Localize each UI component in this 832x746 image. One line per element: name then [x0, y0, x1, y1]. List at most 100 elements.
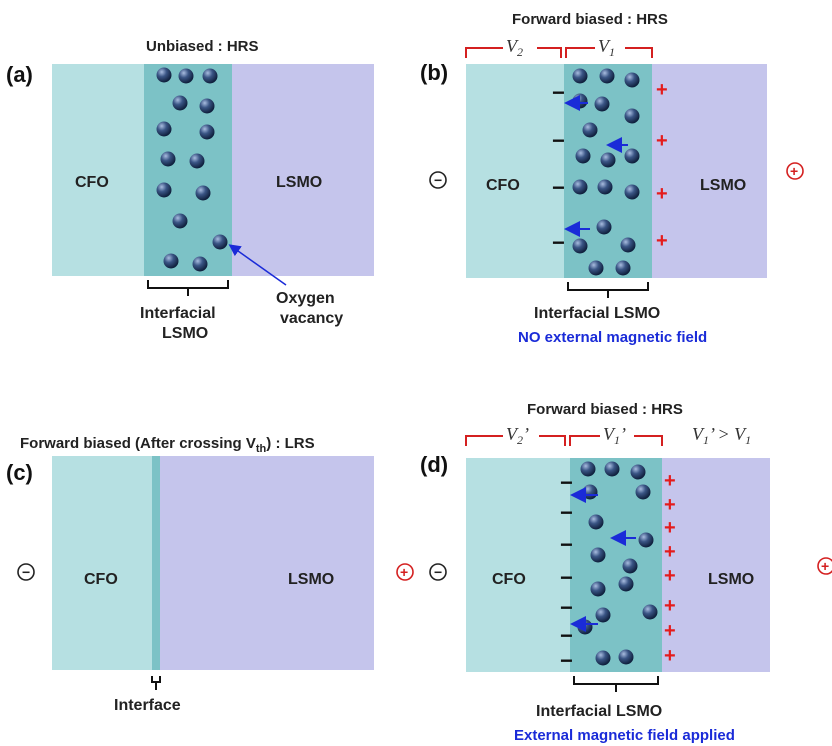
panel-b-bracket: [567, 282, 649, 298]
oxygen-vacancy: [189, 153, 205, 169]
panel-c-title: Forward biased (After crossing Vth) : LR…: [20, 435, 315, 455]
panel-c: Forward biased (After crossing Vth) : LR…: [6, 435, 414, 714]
panel-b-v1-label: V1: [598, 36, 615, 59]
positive-charge: +: [664, 595, 676, 617]
svg-text:−: −: [434, 564, 442, 580]
panel-b-lsmo-layer: [652, 64, 767, 278]
panel-b: (b) Forward biased : HRS V2 V1 CFO LSMO …: [420, 11, 804, 346]
panel-a-cfo-label: CFO: [75, 174, 109, 191]
panel-d-cfo-label: CFO: [492, 571, 526, 588]
panel-a-interfacial-line1: Interfacial: [140, 305, 216, 322]
oxygen-vacancy: [572, 93, 588, 109]
oxygen-vacancy: [594, 96, 610, 112]
positive-charge: +: [656, 130, 668, 152]
oxygen-vacancy: [178, 68, 194, 84]
panel-b-cfo-layer: [466, 64, 564, 278]
panel-b-negative-charges: − − − −: [552, 80, 565, 255]
panel-d-bracket: [573, 676, 659, 692]
panel-d-field-note: External magnetic field applied: [514, 727, 735, 744]
oxygen-vacancy: [212, 234, 228, 250]
panel-d-interfacial-label: Interfacial LSMO: [536, 703, 662, 720]
panel-d-positive-terminal: [817, 557, 832, 575]
oxygen-vacancy: [199, 98, 215, 114]
negative-charge: −: [560, 470, 573, 495]
panel-d-vacancies: [577, 461, 658, 666]
panel-d-title: Forward biased : HRS: [527, 401, 683, 418]
panel-d-v1-label: V1’: [603, 424, 626, 447]
panel-b-negative-terminal: [429, 171, 447, 189]
oxygen-vacancy: [624, 184, 640, 200]
oxygen-vacancy: [163, 253, 179, 269]
oxygen-vacancy: [590, 547, 606, 563]
panel-b-positive-terminal: [786, 162, 804, 180]
panel-d-negative-charges: −−−−−−−: [560, 470, 573, 673]
panel-c-negative-terminal: [17, 563, 35, 581]
oxygen-vacancy: [624, 108, 640, 124]
oxygen-vacancy: [615, 260, 631, 276]
oxygen-vacancy: [624, 148, 640, 164]
negative-charge: −: [552, 80, 565, 105]
oxygen-vacancy: [595, 650, 611, 666]
panel-b-field-note: NO external magnetic field: [518, 329, 707, 346]
panel-b-positive-charges: + + + +: [656, 79, 668, 252]
negative-charge: −: [560, 565, 573, 590]
oxygen-vacancy: [577, 619, 593, 635]
positive-charge: +: [664, 620, 676, 642]
panel-b-interfacial-label: Interfacial LSMO: [534, 305, 660, 322]
positive-charge: +: [664, 541, 676, 563]
panel-c-cfo-label: CFO: [84, 571, 118, 588]
oxygen-vacancy: [580, 461, 596, 477]
oxygen-vacancy: [595, 607, 611, 623]
negative-charge: −: [560, 532, 573, 557]
panel-b-v2-label: V2: [506, 36, 523, 59]
oxygen-vacancy: [599, 68, 615, 84]
oxygen-vacancy: [642, 604, 658, 620]
positive-charge: +: [664, 645, 676, 667]
panel-d-v2-label: V2’: [506, 424, 529, 447]
oxygen-vacancy: [635, 484, 651, 500]
negative-charge: −: [552, 128, 565, 153]
oxygen-vacancy: [572, 68, 588, 84]
panel-a-lsmo-layer: [232, 64, 374, 276]
negative-charge: −: [560, 623, 573, 648]
oxygen-vacancy: [620, 237, 636, 253]
oxygen-vacancy: [192, 256, 208, 272]
oxygen-vacancy: [199, 124, 215, 140]
positive-charge: +: [656, 79, 668, 101]
positive-charge: +: [656, 183, 668, 205]
oxygen-vacancy: [638, 532, 654, 548]
oxygen-vacancy: [172, 213, 188, 229]
negative-charge: −: [552, 230, 565, 255]
oxygen-vacancy: [582, 484, 598, 500]
panel-d-drift-arrows: [570, 487, 636, 632]
panel-a-vacancies: [156, 67, 228, 272]
oxygen-vacancy: [618, 576, 634, 592]
positive-charge: +: [664, 470, 676, 492]
panel-d-positive-charges: ++++++++: [664, 470, 676, 667]
panel-a-lsmo-label: LSMO: [276, 174, 322, 191]
panel-a-oxygen-arrow: [228, 244, 287, 286]
oxygen-vacancy: [156, 67, 172, 83]
panel-d-relation: V1’ > V1: [692, 424, 751, 447]
oxygen-vacancy: [588, 514, 604, 530]
oxygen-vacancy: [622, 558, 638, 574]
panel-c-interface-label: Interface: [114, 697, 181, 714]
positive-charge: +: [664, 565, 676, 587]
oxygen-vacancy: [588, 260, 604, 276]
panel-c-lsmo-label: LSMO: [288, 571, 334, 588]
oxygen-vacancy: [575, 148, 591, 164]
svg-text:+: +: [790, 163, 798, 179]
panel-a-oxygen-line1: Oxygen: [276, 290, 335, 307]
panel-b-title: Forward biased : HRS: [512, 11, 668, 28]
panel-c-interface-bracket: [151, 676, 161, 690]
panel-a-bracket: [147, 280, 229, 296]
panel-a: (a) Unbiased : HRS CFO LSMO Interfacial …: [6, 38, 374, 342]
panel-b-letter: (b): [420, 60, 448, 85]
panel-d-cfo-layer: [466, 458, 570, 672]
panel-c-interface-layer: [152, 456, 160, 670]
positive-charge: +: [664, 494, 676, 516]
oxygen-vacancy: [624, 72, 640, 88]
panel-d-lsmo-label: LSMO: [708, 571, 754, 588]
oxygen-vacancy: [590, 581, 606, 597]
